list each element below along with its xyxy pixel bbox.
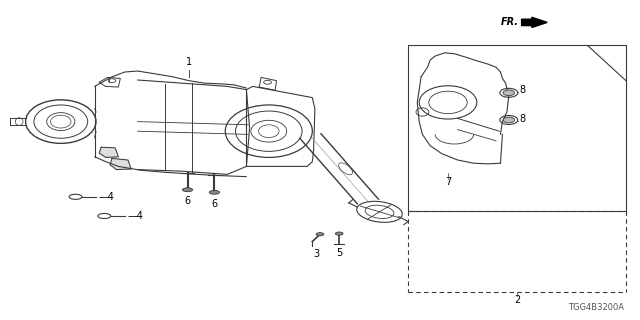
Text: —4: —4: [99, 192, 115, 202]
Ellipse shape: [316, 233, 324, 236]
Text: 6: 6: [211, 199, 218, 209]
Ellipse shape: [335, 232, 343, 235]
Text: 7: 7: [445, 177, 451, 188]
FancyArrow shape: [522, 17, 547, 28]
Text: —4: —4: [127, 211, 143, 221]
Polygon shape: [99, 147, 118, 157]
Ellipse shape: [182, 188, 193, 192]
Polygon shape: [110, 158, 131, 170]
Ellipse shape: [503, 117, 515, 123]
Text: 6: 6: [184, 196, 191, 206]
Text: 8: 8: [520, 114, 526, 124]
Text: 1: 1: [186, 57, 192, 67]
Text: 3: 3: [314, 249, 320, 259]
Ellipse shape: [209, 190, 220, 194]
Text: 2: 2: [514, 295, 520, 305]
Text: 5: 5: [336, 248, 342, 258]
Text: TGG4B3200A: TGG4B3200A: [568, 303, 624, 312]
Text: 8: 8: [520, 85, 526, 95]
Text: FR.: FR.: [500, 17, 518, 28]
Ellipse shape: [503, 90, 515, 96]
